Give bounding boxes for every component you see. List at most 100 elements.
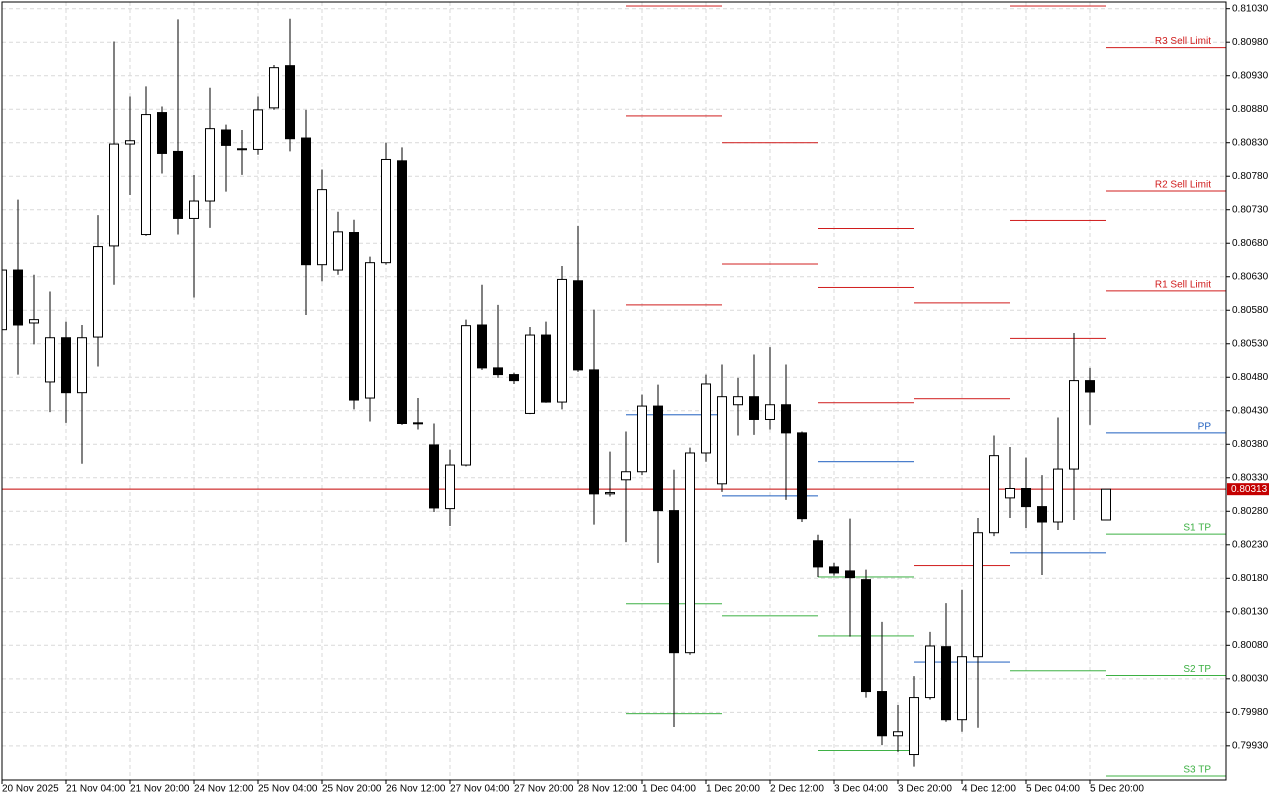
candle-body: [285, 65, 295, 140]
y-tick-label: 0.80430: [1232, 405, 1269, 416]
x-tick-label: 21 Nov 04:00: [66, 784, 126, 795]
candle-body: [765, 404, 775, 420]
candle-body: [813, 540, 823, 568]
candle-body: [541, 334, 551, 403]
y-tick-label: 0.80980: [1232, 37, 1269, 48]
level-label: R1 Sell Limit: [1155, 279, 1211, 290]
candle-body: [2, 269, 7, 331]
x-tick-label: 20 Nov 2025: [2, 784, 59, 795]
candle-body: [1021, 488, 1031, 508]
candle-body: [589, 369, 599, 495]
y-tick-label: 0.80080: [1232, 640, 1269, 651]
candle-body: [621, 471, 631, 481]
candle-body: [45, 337, 55, 383]
candle-body: [893, 731, 903, 737]
candle-body: [733, 396, 743, 406]
y-tick-label: 0.80380: [1232, 439, 1269, 450]
candle-body: [957, 656, 967, 721]
candle-body: [973, 532, 983, 658]
level-label: PP: [1198, 422, 1212, 433]
y-tick-label: 0.80780: [1232, 171, 1269, 182]
candle-body: [1069, 380, 1079, 470]
candle-body: [461, 325, 471, 466]
candle-body: [573, 280, 583, 371]
current-price-label: 0.80313: [1231, 484, 1268, 495]
axes: 0.81030 0.80980 0.80930 0.80880 0.80830 0.807…: [1, 3, 1269, 795]
candle-body: [1005, 488, 1015, 499]
candle-body: [509, 374, 519, 382]
candle-body: [173, 150, 183, 219]
level-label: S3 TP: [1183, 765, 1211, 776]
candle-body: [1053, 468, 1063, 523]
y-tick-label: 0.80480: [1232, 372, 1269, 383]
candle-body: [237, 148, 247, 151]
level-label: R3 Sell Limit: [1155, 36, 1211, 47]
candle-body: [141, 114, 151, 236]
x-tick-label: 24 Nov 12:00: [194, 784, 254, 795]
y-tick-label: 0.80580: [1232, 305, 1269, 316]
y-tick-label: 0.80730: [1232, 204, 1269, 215]
x-tick-label: 5 Dec 20:00: [1090, 784, 1144, 795]
x-tick-label: 27 Nov 04:00: [450, 784, 510, 795]
candle-body: [397, 160, 407, 425]
x-tick-label: 27 Nov 20:00: [514, 784, 574, 795]
y-tick-label: 0.80530: [1232, 338, 1269, 349]
candle-body: [157, 112, 167, 154]
level-label: R2 Sell Limit: [1155, 180, 1211, 191]
x-tick-label: 2 Dec 12:00: [770, 784, 824, 795]
plot-area: R3 Sell Limit R2 Sell Limit R1 Sell Limit P…: [2, 5, 1226, 777]
candle-body: [781, 404, 791, 434]
candle-body: [333, 231, 343, 271]
y-tick-label: 0.80330: [1232, 472, 1269, 483]
y-tick-label: 0.80630: [1232, 271, 1269, 282]
x-tick-label: 25 Nov 04:00: [258, 784, 318, 795]
candle-body: [717, 396, 727, 485]
level-label: S1 TP: [1183, 523, 1211, 534]
candle-body: [653, 405, 663, 512]
candle-body: [1085, 380, 1095, 393]
candle-body: [477, 324, 487, 369]
y-tick-label: 0.79980: [1232, 707, 1269, 718]
x-tick-label: 25 Nov 20:00: [322, 784, 382, 795]
plot-border: [1, 1, 1227, 781]
candle-body: [669, 510, 679, 654]
y-tick-label: 0.80830: [1232, 137, 1269, 148]
level-label: S2 TP: [1183, 664, 1211, 675]
y-tick-label: 0.80130: [1232, 606, 1269, 617]
candle-body: [1101, 488, 1111, 521]
x-tick-label: 3 Dec 04:00: [834, 784, 888, 795]
candle-body: [301, 137, 311, 266]
y-tick-label: 0.80030: [1232, 673, 1269, 684]
candle-body: [381, 158, 391, 264]
candle-body: [525, 334, 535, 414]
candle-body: [93, 246, 103, 338]
candle-body: [221, 129, 231, 146]
candle-body: [429, 444, 439, 509]
candle-body: [189, 200, 199, 219]
candle-body: [845, 570, 855, 579]
x-tick-label: 28 Nov 12:00: [578, 784, 638, 795]
candle-body: [861, 579, 871, 693]
y-tick-label: 0.80230: [1232, 539, 1269, 550]
x-tick-label: 1 Dec 04:00: [642, 784, 696, 795]
candle-body: [29, 319, 39, 324]
candle-body: [253, 109, 263, 150]
candle-body: [365, 262, 375, 399]
y-tick-label: 0.80880: [1232, 104, 1269, 115]
y-tick-label: 0.81030: [1232, 3, 1269, 14]
candle-body: [109, 143, 119, 247]
x-tick-label: 3 Dec 20:00: [898, 784, 952, 795]
candle-body: [989, 455, 999, 534]
candle-body: [909, 697, 919, 756]
x-tick-label: 5 Dec 04:00: [1026, 784, 1080, 795]
candle-body: [1037, 506, 1047, 523]
y-tick-label: 0.80180: [1232, 573, 1269, 584]
x-tick-label: 21 Nov 20:00: [130, 784, 190, 795]
candle-body: [61, 337, 71, 394]
candle-body: [413, 422, 423, 425]
candle-body: [685, 452, 695, 654]
y-tick-label: 0.80930: [1232, 70, 1269, 81]
